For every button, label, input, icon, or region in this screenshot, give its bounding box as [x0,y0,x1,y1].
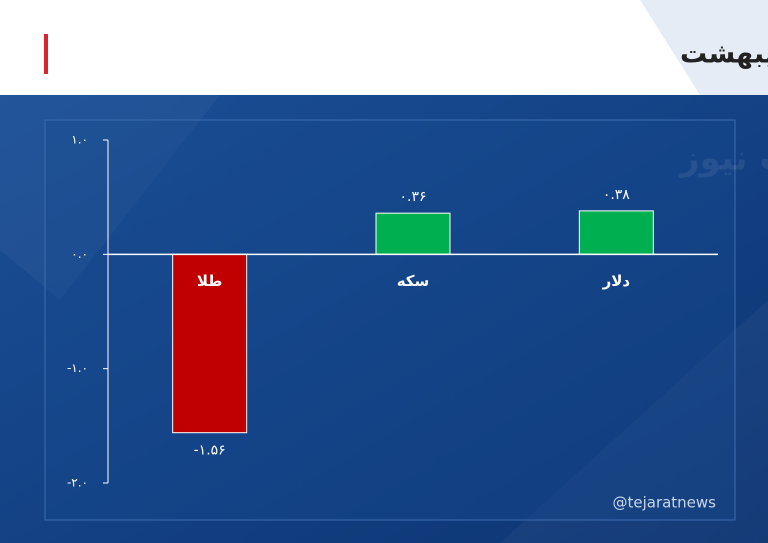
category-label: سکه [397,272,430,290]
header-bg [0,0,768,95]
bg-decor [0,95,220,300]
category-label: طلا [197,272,223,290]
y-tick-label: ۱.۰ [71,133,88,147]
bar [375,212,451,255]
value-label: -۱.۵۶ [194,443,226,459]
y-tick-label: -۲.۰ [67,476,88,490]
bar [578,210,654,255]
y-tick-label: -۱.۰ [67,361,88,375]
value-label: ۰.۳۶ [399,189,426,205]
body-bg [0,95,768,543]
y-tick-label: ۰.۰ [71,247,88,261]
bar [172,253,248,434]
plot-panel [44,119,736,521]
chart-title: جدول مقایسه‌ای بازدهی بازارها در اردیبهش… [680,39,768,70]
header-decor [640,0,768,95]
category-label: دلار [602,272,631,290]
bg-decor [500,300,768,543]
handle: @tejaratnews [612,494,716,512]
watermark: تجارت نیوز [678,139,768,179]
value-label: ۰.۳۸ [603,187,630,203]
title-accent [44,34,48,74]
